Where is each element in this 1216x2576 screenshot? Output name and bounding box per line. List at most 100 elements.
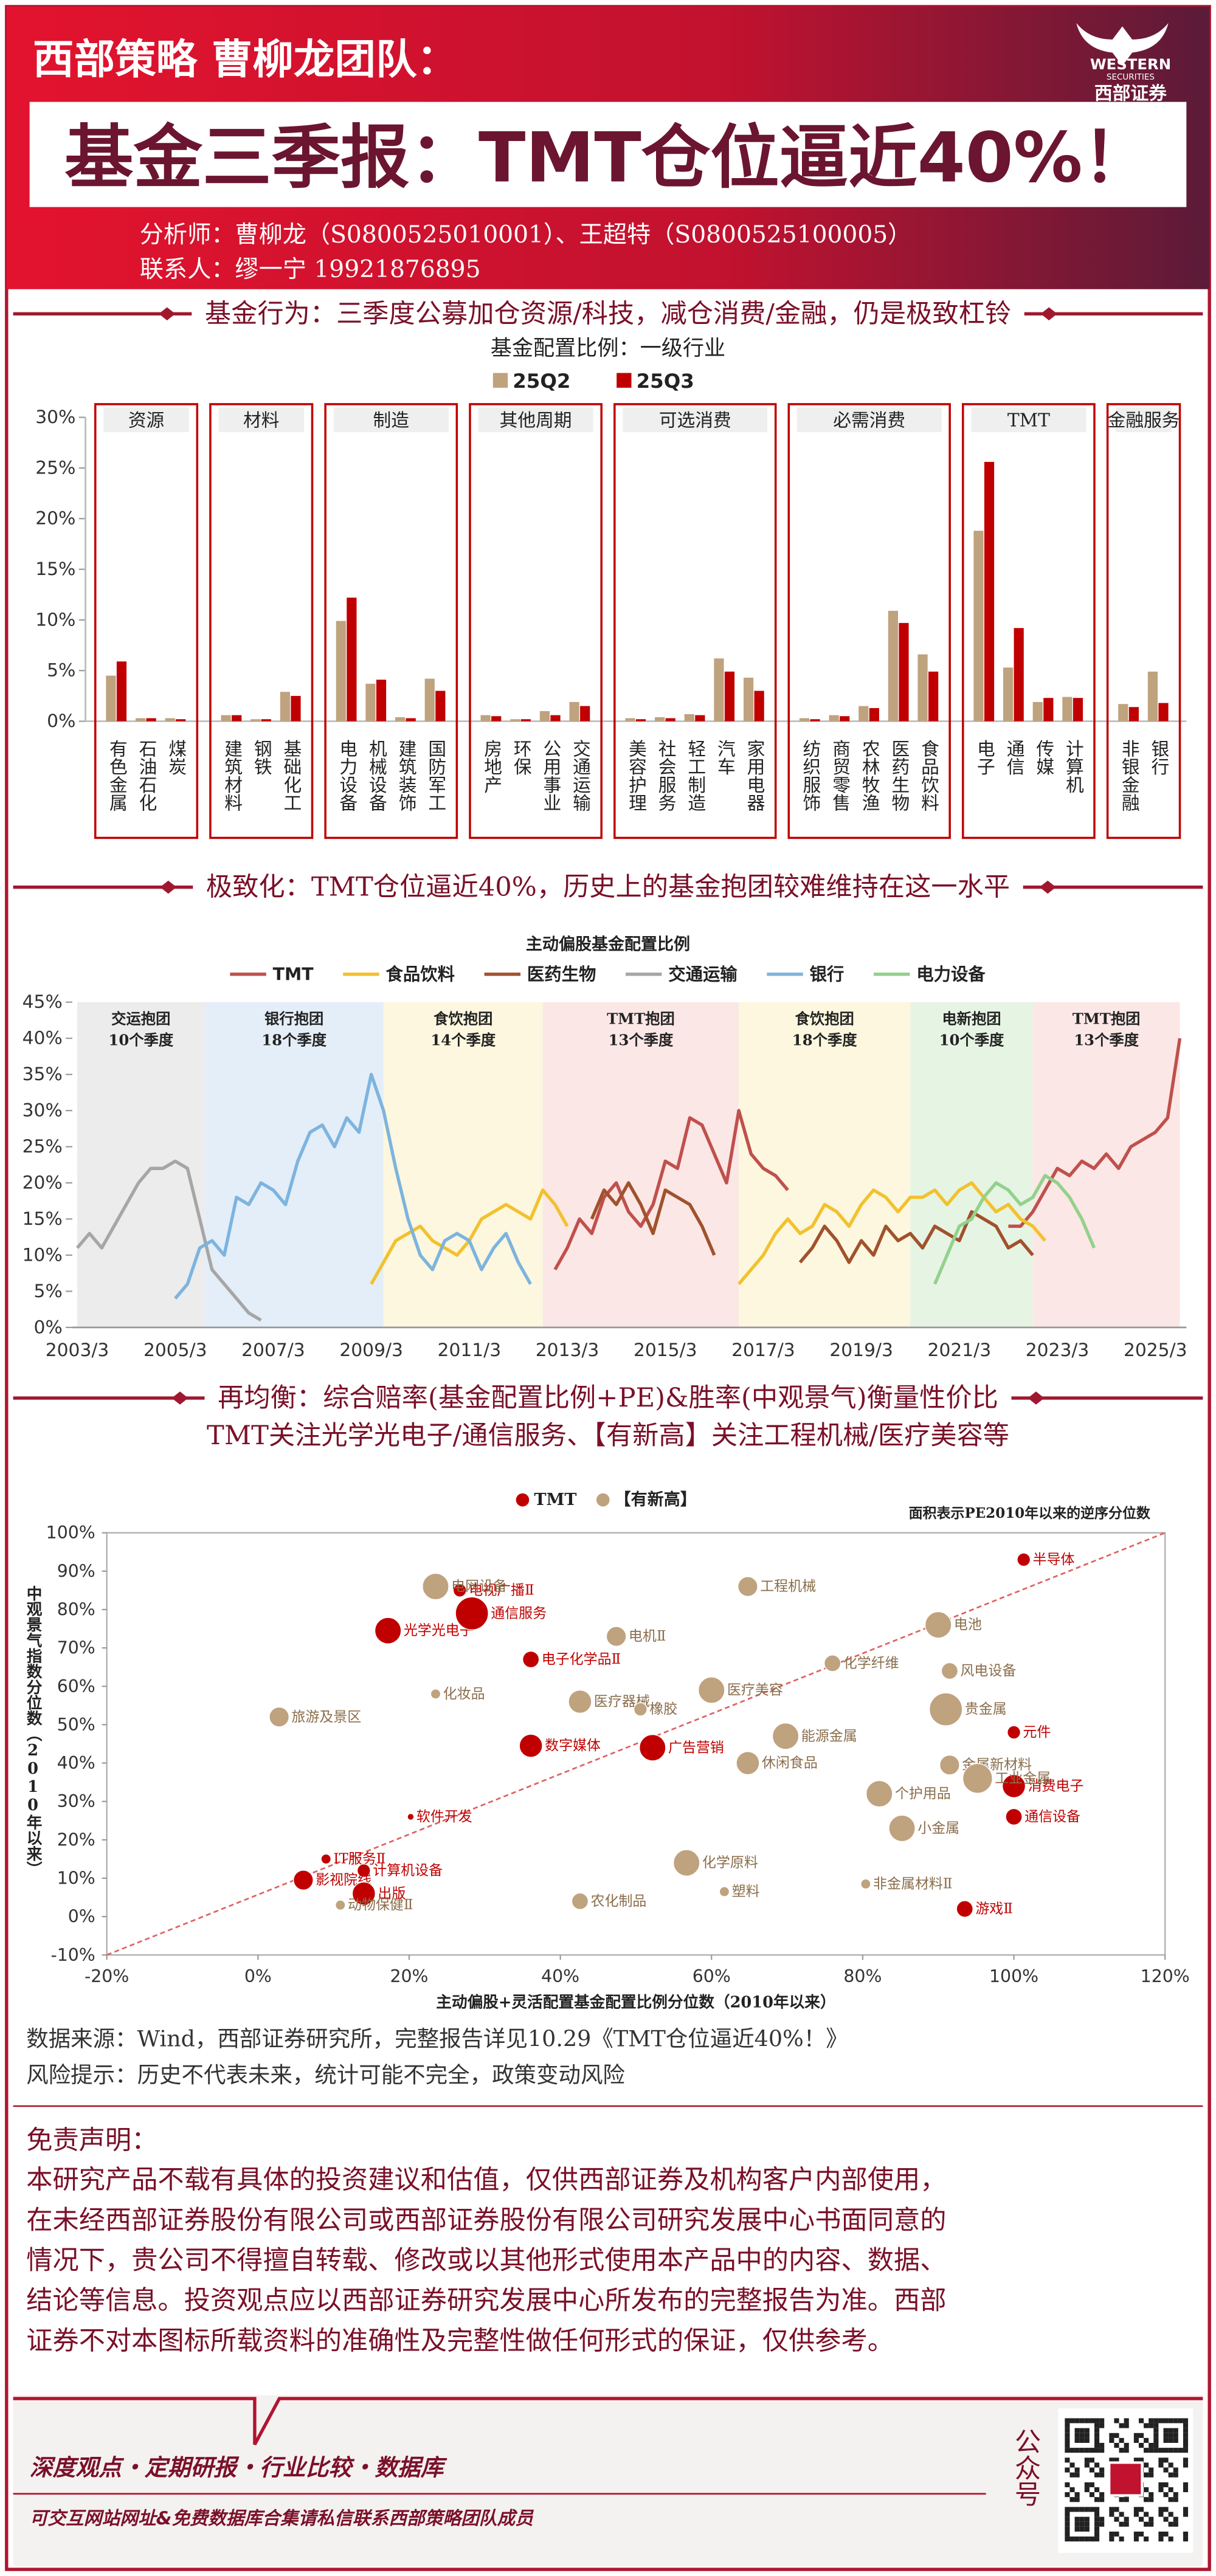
qr-module	[1069, 2487, 1075, 2493]
qr-module	[1173, 2497, 1178, 2502]
bar	[221, 715, 231, 721]
qr-module	[1153, 2433, 1159, 2438]
qr-module	[1144, 2462, 1149, 2468]
y-tick-label: 80%	[57, 1599, 95, 1619]
qr-module	[1079, 2428, 1085, 2433]
qr-module	[1074, 2536, 1080, 2542]
bar	[714, 658, 724, 721]
qr-module	[1144, 2437, 1149, 2443]
qr-module	[1178, 2448, 1183, 2453]
footer-line	[13, 2397, 1203, 2445]
qr-module	[1163, 2418, 1169, 2423]
y-tick-label: 20%	[57, 1830, 95, 1850]
qr-module	[1183, 2487, 1189, 2493]
legend-label: 交通运输	[668, 964, 738, 984]
qr-module	[1094, 2462, 1100, 2468]
y-tick-label: 35%	[22, 1064, 63, 1085]
group-label: 其他周期	[500, 410, 572, 431]
group-header	[333, 407, 449, 432]
x-tick-label: 医药生物	[888, 739, 910, 811]
qr-module	[1099, 2472, 1105, 2478]
qr-module	[1065, 2443, 1070, 2448]
group-label: 资源	[128, 410, 164, 431]
bubble	[888, 1814, 916, 1842]
bubble	[293, 1870, 314, 1891]
bubble	[738, 1576, 758, 1597]
chart-title: 基金配置比例：一级行业	[491, 336, 725, 361]
bubble	[335, 1899, 346, 1910]
legend-swatch	[516, 1493, 530, 1507]
bar	[1118, 704, 1128, 721]
qr-module	[1074, 2497, 1080, 2502]
group-header	[1116, 407, 1172, 432]
x-tick-label: 石油石化	[136, 739, 157, 811]
source-note: 数据来源：Wind，西部证券研究所，完整报告详见10.29《TMT仓位逼近40%…	[26, 2026, 848, 2052]
qr-module	[1163, 2457, 1169, 2463]
qr-module	[1094, 2516, 1100, 2522]
bubble-label: 半导体	[1033, 1552, 1075, 1568]
legend-label: 【有新高】	[615, 1490, 697, 1509]
qr-module	[1089, 2536, 1094, 2542]
y-tick-label: 20%	[22, 1173, 63, 1194]
series-line	[590, 1181, 1034, 1264]
group-box	[613, 403, 777, 839]
qr-module	[1065, 2457, 1070, 2463]
bar	[480, 715, 491, 721]
bar	[280, 692, 291, 721]
qr-module	[1094, 2472, 1100, 2478]
bubble	[736, 1751, 760, 1775]
qr-module	[1084, 2516, 1090, 2522]
qr-module	[1144, 2497, 1149, 2502]
disclaimer-line: 本研究产品不载有具体的投资建议和估值，仅供西部证券及机构客户内部使用，	[26, 2165, 946, 2195]
x-tick-label: 传媒	[1033, 739, 1054, 776]
bubble	[571, 1892, 589, 1910]
bubble-label: 电子化学品Ⅱ	[542, 1651, 621, 1667]
y-tick-label: 25%	[22, 1136, 63, 1157]
bubble-label: 动物保健Ⅱ	[348, 1897, 413, 1913]
band-duration: 18个季度	[792, 1031, 857, 1049]
qr-module	[1114, 2507, 1119, 2512]
qr-module	[1074, 2492, 1080, 2498]
qr-module	[1173, 2448, 1178, 2453]
qr-module	[1109, 2433, 1114, 2438]
bar	[336, 621, 346, 721]
x-tick-label: 社会服务	[655, 739, 676, 811]
qr-module	[1163, 2437, 1169, 2443]
qr-module	[1138, 2433, 1144, 2438]
qr-module	[1074, 2418, 1080, 2423]
bar	[365, 683, 376, 721]
qr-module	[1144, 2472, 1149, 2478]
logo-en: WESTERN	[1090, 55, 1171, 73]
group-header	[478, 407, 593, 432]
bubble-label: 电机Ⅱ	[629, 1628, 666, 1644]
qr-module	[1133, 2507, 1139, 2512]
qr-module	[1133, 2433, 1139, 2438]
bar	[539, 711, 550, 721]
bar	[888, 610, 899, 721]
bar	[695, 715, 705, 721]
group-label: 金融服务	[1108, 410, 1180, 431]
period-band	[1032, 1002, 1180, 1328]
bubble-label: 橡胶	[649, 1701, 677, 1717]
legend-label: TMT	[273, 964, 314, 984]
qr-module	[1183, 2536, 1189, 2542]
qr-module	[1065, 2418, 1070, 2423]
qr-module	[1084, 2418, 1090, 2423]
bubble-label: 化学纤维	[843, 1655, 899, 1671]
x-tick-label: 轻工制造	[685, 739, 706, 811]
y-tick-label: -10%	[50, 1945, 95, 1965]
qr-module	[1089, 2482, 1094, 2487]
group-box	[962, 403, 1096, 839]
qr-module	[1069, 2472, 1075, 2478]
bubble	[519, 1734, 543, 1758]
bubble-label: 小金属	[917, 1820, 959, 1836]
bar	[1032, 701, 1043, 721]
bubble	[633, 1702, 648, 1717]
risk-note: 风险提示：历史不代表未来，统计可能不完全，政策变动风险	[26, 2062, 625, 2088]
qr-module	[1099, 2492, 1105, 2498]
band-duration: 10个季度	[939, 1031, 1004, 1049]
qr-module	[1158, 2536, 1164, 2542]
x-tick-label: 2005/3	[143, 1340, 207, 1361]
bar	[1014, 628, 1024, 721]
x-tick-label: 纺织服饰	[800, 739, 821, 811]
